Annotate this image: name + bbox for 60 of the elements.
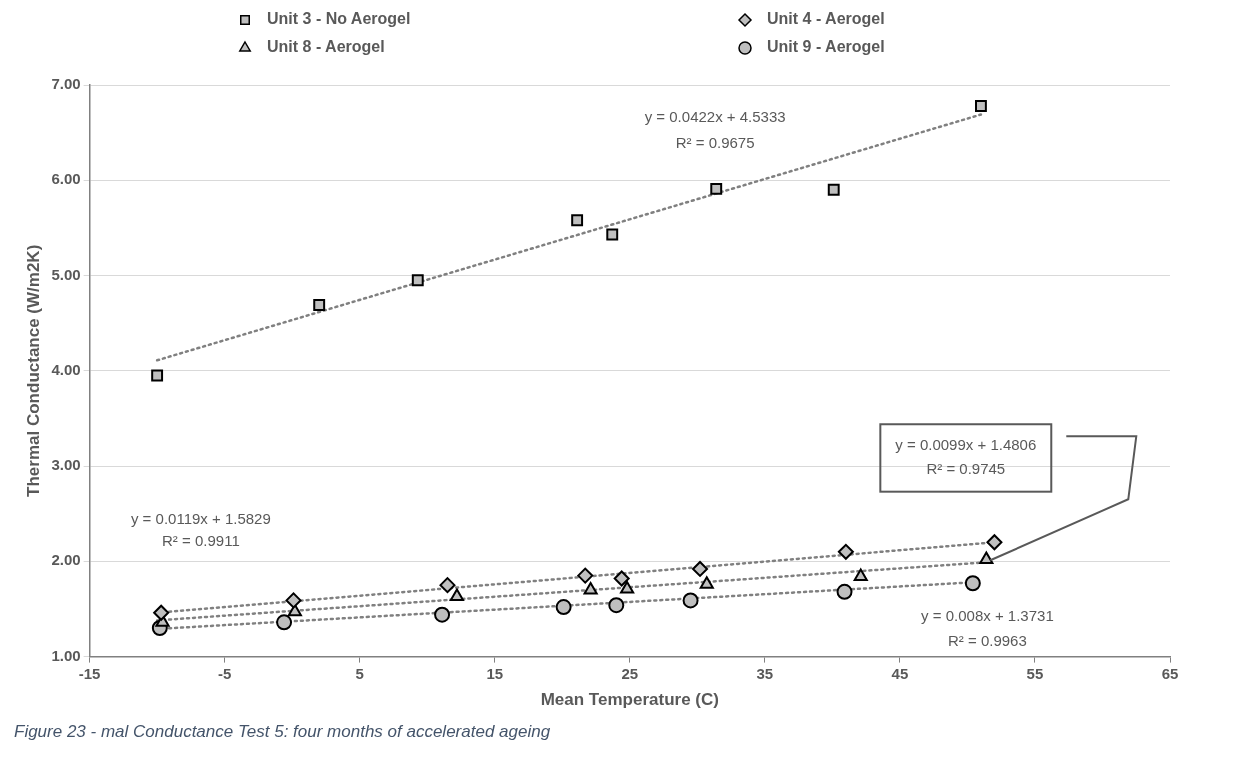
x-tick-label: 25 — [621, 664, 639, 682]
point — [699, 576, 714, 589]
point — [151, 369, 164, 382]
x-tick-label: 65 — [1161, 664, 1179, 682]
annotation: y = 0.008x + 1.3731 — [921, 606, 1054, 624]
x-tick-label: 45 — [891, 664, 909, 682]
point — [710, 182, 723, 195]
point — [974, 100, 987, 112]
point — [827, 183, 840, 196]
x-tick-label: 5 — [355, 664, 364, 682]
point — [276, 614, 293, 631]
point — [837, 543, 854, 560]
annotation: R² = 0.9963 — [948, 632, 1027, 650]
point — [836, 583, 853, 600]
point — [449, 588, 464, 602]
y-tick-label: 6.00 — [51, 170, 81, 188]
point — [620, 580, 635, 594]
y-tick-label: 5.00 — [51, 265, 81, 283]
annotation: y = 0.0422x + 4.5333 — [644, 108, 786, 126]
x-tick-label: 35 — [756, 664, 774, 682]
y-tick-label: 4.00 — [51, 360, 81, 378]
point — [583, 581, 598, 595]
point — [608, 597, 625, 614]
x-tick-label: 55 — [1026, 664, 1044, 682]
point — [853, 568, 868, 582]
point — [613, 570, 630, 587]
point — [577, 567, 594, 584]
y-tick-label: 7.00 — [51, 75, 81, 93]
y-tick-label: 3.00 — [51, 456, 81, 474]
point — [313, 299, 326, 312]
point — [439, 577, 456, 594]
y-axis-title: Thermal Conductance (W/m2K) — [23, 244, 43, 497]
point — [692, 560, 709, 577]
point — [434, 606, 451, 623]
x-tick-label: 15 — [486, 664, 504, 682]
x-tick-label: -5 — [217, 664, 232, 682]
legend-label: Unit 9 - Aerogel — [767, 38, 885, 56]
point — [571, 214, 584, 227]
annotation: R² = 0.9911 — [162, 532, 240, 550]
point — [986, 534, 1003, 551]
annotation: y = 0.0099x + 1.4806 — [895, 436, 1037, 454]
point — [411, 274, 424, 287]
legend-label: Unit 8 - Aerogel — [267, 38, 385, 56]
point — [555, 599, 572, 616]
point — [606, 228, 619, 241]
annotation: R² = 0.9675 — [675, 134, 755, 152]
x-axis-title: Mean Temperature (C) — [540, 690, 719, 710]
annotation: R² = 0.9745 — [926, 459, 1006, 477]
legend-label: Unit 4 - Aerogel — [767, 10, 885, 28]
caption: Figure 23 - mal Conductance Test 5: four months of accelerated ageing — [14, 722, 551, 742]
point — [964, 575, 981, 592]
y-tick-label: 1.00 — [51, 646, 81, 664]
annotation: y = 0.0119x + 1.5829 — [130, 509, 271, 527]
x-tick-label: -15 — [78, 664, 101, 682]
point — [153, 604, 170, 621]
point — [682, 592, 699, 609]
y-tick-label: 2.00 — [51, 551, 81, 569]
point — [285, 592, 302, 609]
point — [979, 551, 994, 564]
legend-label: Unit 3 - No Aerogel — [267, 10, 411, 28]
